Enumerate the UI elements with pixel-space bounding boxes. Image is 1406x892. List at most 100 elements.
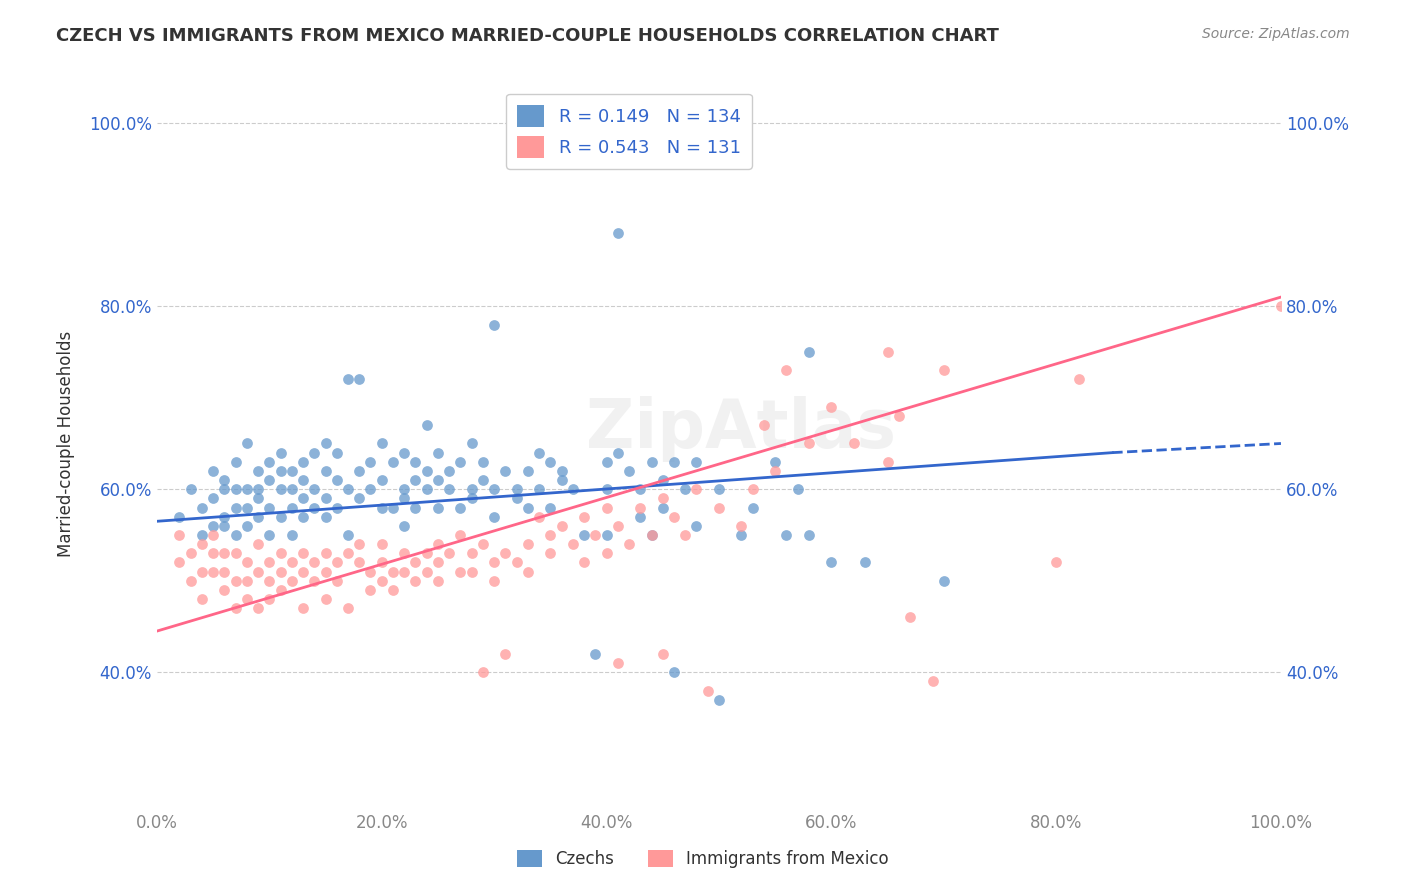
Point	[482, 556, 505, 570]
Point	[202, 519, 225, 533]
Point	[471, 665, 494, 680]
Point	[392, 546, 415, 560]
Point	[337, 482, 360, 496]
Point	[538, 546, 561, 560]
Point	[225, 500, 247, 515]
Point	[236, 436, 259, 450]
Point	[247, 491, 270, 506]
Point	[426, 473, 449, 487]
Point	[460, 565, 482, 579]
Point	[292, 509, 315, 524]
Point	[550, 464, 572, 478]
Point	[270, 445, 292, 459]
Point	[236, 556, 259, 570]
Point	[404, 556, 426, 570]
Point	[572, 556, 595, 570]
Point	[381, 582, 404, 597]
Point	[304, 574, 326, 588]
Point	[191, 565, 214, 579]
Point	[404, 500, 426, 515]
Point	[775, 363, 797, 377]
Point	[247, 601, 270, 615]
Point	[449, 528, 471, 542]
Point	[236, 592, 259, 607]
Point	[360, 455, 382, 469]
Point	[259, 556, 281, 570]
Point	[225, 482, 247, 496]
Text: CZECH VS IMMIGRANTS FROM MEXICO MARRIED-COUPLE HOUSEHOLDS CORRELATION CHART: CZECH VS IMMIGRANTS FROM MEXICO MARRIED-…	[56, 27, 1000, 45]
Point	[326, 445, 349, 459]
Point	[337, 601, 360, 615]
Point	[381, 455, 404, 469]
Point	[371, 436, 394, 450]
Point	[404, 574, 426, 588]
Point	[505, 491, 527, 506]
Point	[628, 509, 651, 524]
Point	[191, 500, 214, 515]
Point	[651, 491, 673, 506]
Point	[561, 537, 583, 551]
Point	[214, 546, 236, 560]
Point	[482, 509, 505, 524]
Y-axis label: Married-couple Households: Married-couple Households	[58, 330, 75, 557]
Point	[460, 482, 482, 496]
Point	[606, 656, 628, 670]
Point	[225, 528, 247, 542]
Point	[842, 436, 865, 450]
Point	[337, 546, 360, 560]
Point	[538, 455, 561, 469]
Point	[392, 519, 415, 533]
Point	[730, 528, 752, 542]
Point	[1045, 556, 1067, 570]
Point	[527, 509, 550, 524]
Point	[527, 482, 550, 496]
Point	[1067, 372, 1090, 386]
Point	[247, 537, 270, 551]
Point	[236, 500, 259, 515]
Point	[404, 455, 426, 469]
Point	[876, 455, 898, 469]
Point	[360, 565, 382, 579]
Point	[662, 455, 685, 469]
Point	[371, 473, 394, 487]
Point	[685, 482, 707, 496]
Point	[494, 464, 516, 478]
Point	[304, 500, 326, 515]
Point	[752, 418, 775, 433]
Point	[471, 455, 494, 469]
Point	[449, 455, 471, 469]
Point	[797, 436, 820, 450]
Point	[281, 528, 304, 542]
Point	[270, 482, 292, 496]
Point	[561, 482, 583, 496]
Point	[247, 509, 270, 524]
Point	[415, 418, 437, 433]
Point	[315, 436, 337, 450]
Point	[292, 455, 315, 469]
Point	[315, 546, 337, 560]
Point	[460, 491, 482, 506]
Point	[392, 445, 415, 459]
Point	[482, 318, 505, 332]
Point	[426, 537, 449, 551]
Point	[326, 574, 349, 588]
Point	[259, 592, 281, 607]
Point	[505, 556, 527, 570]
Point	[360, 582, 382, 597]
Point	[292, 546, 315, 560]
Point	[270, 509, 292, 524]
Point	[426, 445, 449, 459]
Point	[640, 528, 662, 542]
Point	[482, 574, 505, 588]
Point	[685, 519, 707, 533]
Point	[415, 565, 437, 579]
Point	[180, 546, 202, 560]
Point	[1270, 299, 1292, 313]
Point	[202, 491, 225, 506]
Point	[583, 647, 606, 661]
Point	[887, 409, 910, 423]
Point	[572, 509, 595, 524]
Point	[292, 601, 315, 615]
Point	[516, 500, 538, 515]
Point	[315, 464, 337, 478]
